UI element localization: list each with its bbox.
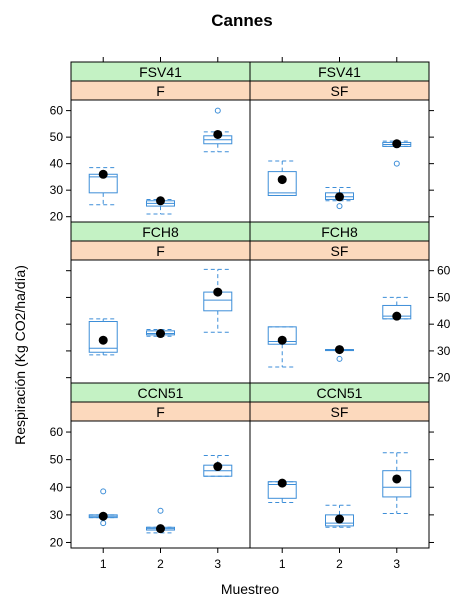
- box-3: [203, 455, 233, 477]
- box-3: [203, 107, 233, 153]
- box-2: [146, 507, 175, 534]
- box-1: [88, 488, 118, 527]
- y-axis-row-1: 20 30 40 50 60: [66, 264, 451, 385]
- mean-point: [156, 196, 165, 206]
- outlier-point: [157, 507, 164, 514]
- panel-CCN51-SF: CCN51 SF: [249, 382, 430, 549]
- panel-FCH8-SF: FCH8 SF: [249, 221, 430, 384]
- mean-point: [98, 511, 108, 521]
- mean-point: [156, 329, 165, 339]
- box-2: [325, 345, 354, 362]
- mean-point: [392, 311, 402, 321]
- strip-variety-label: FCH8: [321, 224, 358, 240]
- box-1: [88, 318, 118, 356]
- outlier-point: [336, 355, 343, 362]
- panels: FSV41 F FSV41 SF FCH8 F FCH8 SF CCN51 F CCN51 SF: [70, 61, 430, 549]
- strip-variety-label: FCH8: [142, 224, 179, 240]
- box-3: [382, 139, 412, 167]
- y-tick-label: 60: [50, 425, 64, 439]
- strip-variety-label: FSV41: [139, 64, 182, 80]
- mean-point: [213, 287, 223, 297]
- mean-point: [392, 474, 402, 484]
- strip-variety-label: CCN51: [317, 385, 363, 401]
- mean-point: [335, 345, 344, 355]
- x-tick-label: 1: [100, 557, 107, 571]
- y-tick-label: 20: [50, 535, 64, 549]
- y-tick-label: 40: [50, 480, 64, 494]
- x-tick-label: 3: [393, 557, 400, 571]
- mean-point: [98, 335, 108, 345]
- panel-FSV41-SF: FSV41 SF: [249, 61, 430, 223]
- y-axis-row-2: 20 30 40 50 60: [50, 425, 434, 549]
- y-tick-label: 60: [50, 104, 64, 118]
- y-tick-label: 20: [437, 371, 451, 385]
- box-3: [382, 452, 412, 514]
- y-axis-row-0: 20 30 40 50 60: [50, 104, 434, 224]
- mean-point: [277, 335, 287, 345]
- outlier-point: [336, 203, 343, 210]
- strip-treatment-label: F: [156, 83, 165, 99]
- box-body: [382, 470, 412, 498]
- outlier-point: [393, 160, 400, 167]
- box-body: [267, 171, 297, 196]
- strip-variety-label: FSV41: [318, 64, 361, 80]
- box-1: [267, 478, 297, 503]
- x-axis: 1 2 3 1 2 3: [100, 57, 400, 571]
- y-axis-label: Respiración (Kg CO2/ha/día): [12, 265, 28, 445]
- mean-point: [98, 169, 108, 179]
- box-1: [88, 167, 118, 206]
- mean-point: [335, 514, 344, 524]
- box-2: [325, 187, 354, 210]
- box-2: [146, 196, 175, 215]
- x-tick-label: 3: [214, 557, 221, 571]
- strip-variety-label: CCN51: [138, 385, 184, 401]
- x-axis-label: Muestreo: [221, 581, 280, 597]
- mean-point: [156, 524, 165, 534]
- strip-treatment-label: SF: [331, 83, 349, 99]
- box-2: [146, 329, 175, 339]
- y-tick-label: 30: [50, 183, 64, 197]
- mean-point: [277, 175, 287, 185]
- mean-point: [213, 129, 223, 139]
- mean-point: [277, 478, 287, 488]
- panel-frame: [249, 259, 430, 384]
- mean-point: [335, 192, 344, 202]
- box-3: [203, 268, 233, 333]
- y-tick-label: 40: [437, 317, 451, 331]
- chart-title: Cannes: [211, 11, 272, 30]
- outlier-point: [100, 520, 107, 527]
- box-1: [267, 160, 297, 196]
- axes: 20 30 40 50 60 20 30 40 50 60 20 30 40 50 60 1 2 3 1 2 3: [50, 57, 451, 571]
- x-tick-label: 2: [336, 557, 343, 571]
- strip-treatment-label: SF: [331, 243, 349, 259]
- box-2: [325, 504, 354, 528]
- mean-point: [213, 462, 223, 472]
- y-tick-label: 50: [437, 290, 451, 304]
- panel-CCN51-F: CCN51 F: [70, 382, 251, 549]
- y-tick-label: 50: [50, 130, 64, 144]
- y-tick-label: 40: [50, 157, 64, 171]
- strip-treatment-label: SF: [331, 404, 349, 420]
- mean-point: [392, 139, 402, 149]
- panel-FCH8-F: FCH8 F: [70, 221, 251, 384]
- strip-treatment-label: F: [156, 404, 165, 420]
- box-1: [267, 326, 297, 368]
- x-tick-label: 2: [157, 557, 164, 571]
- outlier-point: [214, 107, 221, 114]
- y-tick-label: 30: [50, 508, 64, 522]
- y-tick-label: 50: [50, 453, 64, 467]
- y-tick-label: 30: [437, 344, 451, 358]
- y-tick-label: 60: [437, 264, 451, 278]
- panel-FSV41-F: FSV41 F: [70, 61, 251, 223]
- x-tick-label: 1: [279, 557, 286, 571]
- y-tick-label: 20: [50, 210, 64, 224]
- strip-treatment-label: F: [156, 243, 165, 259]
- box-3: [382, 296, 412, 321]
- box-body: [88, 321, 118, 353]
- outlier-point: [100, 488, 107, 495]
